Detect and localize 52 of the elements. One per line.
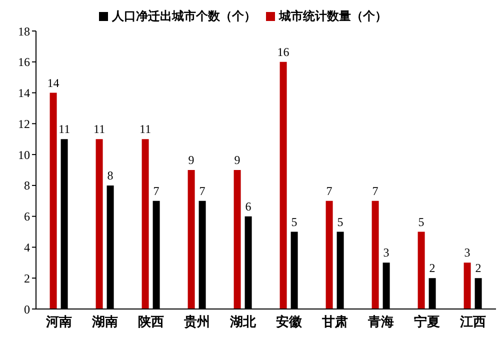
data-label: 5	[291, 214, 298, 229]
data-label: 9	[188, 153, 194, 167]
x-tick-label: 贵州	[183, 314, 210, 330]
data-label: 3	[464, 246, 470, 260]
y-tick-label: 12	[18, 116, 30, 131]
bar	[234, 170, 241, 309]
bar	[280, 62, 287, 309]
data-label: 7	[199, 184, 206, 198]
x-tick-label: 安徽	[276, 314, 303, 330]
y-tick-label: 0	[24, 302, 30, 316]
bar	[372, 200, 379, 309]
x-tick-label: 青海	[367, 315, 394, 330]
x-tick-label: 江西	[459, 315, 486, 330]
y-tick-label: 14	[18, 86, 30, 100]
data-label: 7	[372, 184, 378, 198]
bar	[50, 92, 57, 309]
bar	[142, 139, 149, 309]
data-label: 9	[234, 153, 240, 167]
y-tick-label: 2	[24, 271, 30, 286]
bar	[418, 232, 425, 309]
data-label: 16	[277, 44, 290, 59]
x-tick-label: 宁夏	[414, 314, 440, 330]
data-label: 7	[326, 184, 332, 198]
data-label: 11	[140, 122, 152, 136]
data-label: 11	[94, 122, 106, 136]
data-label: 5	[418, 214, 424, 229]
bar	[464, 262, 471, 309]
x-tick-label: 河南	[45, 315, 72, 330]
y-tick-label: 6	[24, 210, 30, 224]
data-label: 11	[58, 122, 70, 136]
legend-label: 城市统计数量（个）	[279, 9, 387, 23]
x-tick-label: 湖北	[229, 315, 257, 330]
data-label: 7	[153, 184, 160, 198]
data-label: 2	[429, 261, 436, 276]
bar	[96, 139, 103, 309]
data-label: 8	[107, 168, 114, 182]
y-tick-label: 4	[24, 240, 30, 254]
x-tick-label: 湖南	[91, 315, 118, 330]
data-label: 5	[337, 214, 344, 229]
x-tick-label: 陕西	[138, 315, 164, 330]
y-tick-label: 18	[18, 24, 30, 38]
data-label: 14	[47, 76, 60, 90]
data-label: 3	[383, 246, 390, 260]
legend-label: 人口净迁出城市个数（个）	[112, 9, 256, 23]
y-tick-label: 10	[18, 148, 30, 162]
x-tick-label: 甘肃	[321, 315, 348, 330]
data-label: 6	[245, 199, 252, 214]
y-tick-label: 8	[24, 178, 30, 193]
y-tick-label: 16	[18, 55, 30, 70]
bar	[188, 170, 195, 309]
data-label: 2	[475, 261, 482, 276]
bar	[326, 200, 333, 309]
